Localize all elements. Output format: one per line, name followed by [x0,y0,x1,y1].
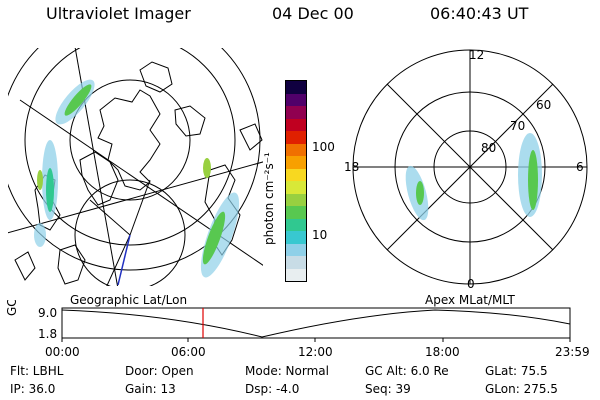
mlt-label-12: 12 [469,48,484,62]
satellite-track [117,234,131,286]
geographic-map [8,48,263,286]
altitude-timeline: 9.0 1.8 GC Alt 00:00 06:00 12:00 18:00 2… [5,300,590,359]
time-tick: 23:59 [555,345,590,359]
coastlines [14,61,263,285]
meridian-line [8,161,263,234]
latitude-circle [24,48,236,246]
param-dsp: Dsp: -4.0 [245,382,300,396]
meridian-line [129,179,151,236]
lat-label-80: 80 [481,141,496,155]
time-tick: 12:00 [298,345,333,359]
param-ip: IP: 36.0 [10,382,56,396]
time-tick: 06:00 [171,345,206,359]
time-tick: 18:00 [425,345,460,359]
latitude-circle [8,48,261,271]
latitude-circle [74,179,186,286]
meridian-line [74,48,119,286]
colorbar-segment [286,143,306,156]
date-label: 04 Dec 00 [272,4,354,23]
altitude-curve [61,309,571,338]
time-label: 06:40:43 UT [430,4,529,23]
param-glat: GLat: 75.5 [485,364,548,378]
alt-axis-label: GC Alt [5,300,19,316]
colorbar-segment [286,243,306,256]
alt-tick-high: 9.0 [38,306,57,320]
colorbar-segment [286,268,306,281]
alt-tick-low: 1.8 [38,327,57,341]
param-mode: Mode: Normal [245,364,329,378]
apex-label: Apex MLat/MLT [425,293,515,307]
colorbar-unit-label: photon cm⁻²s⁻¹ [262,152,276,245]
colorbar-tick-100: 100 [312,140,335,154]
mlt-label-18: 18 [344,160,359,174]
colorbar-tick-10: 10 [312,228,328,242]
meridian-line [89,199,131,236]
colorbar-segment [286,181,306,194]
param-seq: Seq: 39 [365,382,411,396]
mlt-label-6: 6 [576,160,584,174]
param-gc-alt: GC Alt: 6.0 Re [365,364,449,378]
aurora-oval [405,133,542,221]
param-glon: GLon: 275.5 [485,382,558,396]
colorbar-segment [286,118,306,131]
colorbar-segment [286,193,306,206]
colorbar-segment [286,93,306,106]
latitude-circle [69,79,191,201]
colorbar-segment [286,131,306,144]
colorbar-segment [286,206,306,219]
colorbar-segment [286,156,306,169]
meridian-line [106,234,131,286]
colorbar-segment [286,106,306,119]
colorbar-segment [286,256,306,269]
aurora-emission [34,79,240,278]
colorbar-segment [286,81,306,94]
colorbar-segment [286,231,306,244]
lat-label-70: 70 [510,119,525,133]
magnetic-polar-plot: 12 18 6 0 60 70 80 [344,48,588,290]
color-scale-bar [285,80,307,282]
geographic-label: Geographic Lat/Lon [70,293,188,307]
param-gain: Gain: 13 [125,382,176,396]
mlt-diagonal [386,83,554,251]
colorbar-segment [286,168,306,181]
param-filter: Flt: LBHL [10,364,64,378]
mlt-label-0: 0 [467,277,475,290]
param-door: Door: Open [125,364,194,378]
lat-label-60: 60 [536,98,551,112]
time-tick: 00:00 [45,345,80,359]
colorbar-segment [286,218,306,231]
instrument-title: Ultraviolet Imager [46,4,191,23]
